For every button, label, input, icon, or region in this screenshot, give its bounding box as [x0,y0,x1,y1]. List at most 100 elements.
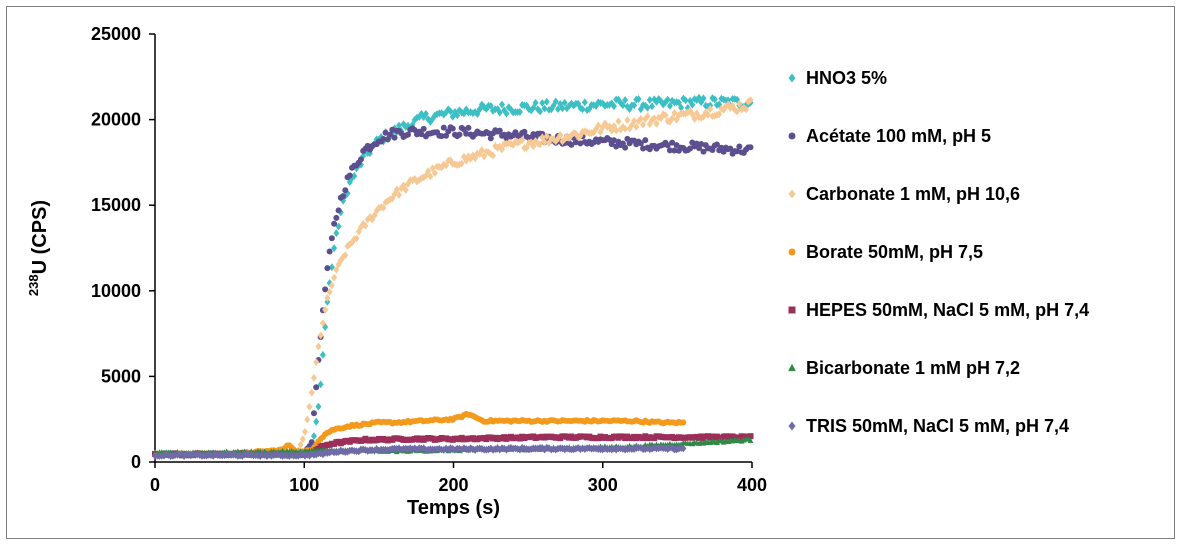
data-point [485,130,492,137]
series-2 [152,96,754,460]
data-point [673,142,680,149]
data-point [559,104,566,113]
data-point [487,101,494,110]
data-point [622,144,629,151]
legend-item: HEPES 50mM, NaCl 5 mM, pH 7,4 [788,300,1089,320]
data-point [319,350,326,359]
legend-marker [788,73,796,83]
data-point [561,98,568,107]
legend-marker [788,421,796,431]
data-point [640,145,647,152]
data-point [425,115,432,124]
data-point [449,112,456,121]
data-point [693,140,700,147]
data-point [593,124,600,133]
data-point [456,131,463,138]
data-point [713,141,720,148]
data-point [420,444,427,453]
data-point [427,172,434,181]
data-point [537,107,544,116]
data-point [707,105,714,113]
data-point [716,110,723,119]
data-point [657,114,664,122]
data-point [622,124,629,133]
data-point [532,98,539,107]
data-point [687,97,694,105]
data-point [288,450,295,459]
data-point [478,100,485,109]
data-point [693,109,700,118]
data-point [333,265,340,274]
plot-area: 0 100 200 300 400 0 5000 10000 15000 20000 25000 [91,24,767,495]
data-point [689,100,696,109]
data-point [709,146,716,153]
data-point [725,100,732,109]
data-point [568,99,575,108]
legend-marker [788,363,796,372]
data-point [404,180,411,188]
data-point [425,167,432,176]
data-point [313,417,320,426]
data-point [357,156,364,163]
data-point [631,117,638,125]
data-point [637,443,644,452]
data-point [266,450,273,459]
data-point [404,131,411,138]
y-tick-label: 10000 [91,281,141,301]
data-point [635,117,642,126]
data-point [315,402,322,411]
data-point [682,109,689,118]
y-tick-label: 0 [131,452,141,472]
data-point [581,98,588,107]
data-point [646,96,653,104]
y-tick-label: 20000 [91,110,141,130]
data-point [418,131,425,138]
data-point [619,101,626,110]
data-point [747,96,754,104]
data-point [458,159,465,168]
chart-frame [6,6,1175,539]
data-point [351,172,358,180]
data-point [675,98,682,107]
x-axis-title: Temps (s) [407,497,500,519]
data-point [666,147,673,154]
data-point [404,121,411,130]
data-point [447,107,454,116]
data-point [624,102,631,111]
legend-label: Bicarbonate 1 mM pH 7,2 [806,358,1020,378]
data-point [669,139,676,146]
data-point [465,152,472,161]
data-point [310,373,317,382]
data-point [331,220,338,227]
data-point [678,103,685,112]
data-point [490,151,497,160]
data-point [530,142,537,151]
data-point [718,104,725,113]
data-point [579,105,586,114]
data-point [720,105,727,114]
data-point [467,108,474,116]
x-tick-label: 200 [438,475,468,495]
data-point [438,109,445,117]
data-point [644,103,651,112]
data-point [593,102,600,110]
data-point [411,115,418,124]
data-point [664,142,671,149]
data-point [584,127,591,136]
data-point [653,119,660,128]
data-point [543,97,550,106]
data-point [601,119,608,128]
data-point [456,106,463,115]
data-point [521,128,528,135]
data-point [523,143,530,152]
data-point [328,263,335,272]
data-point [722,102,729,111]
data-point [427,117,434,126]
legend-label: Borate 50mM, pH 7,5 [806,242,983,262]
data-point [308,388,315,397]
data-point [523,101,530,110]
data-point [422,109,429,118]
legend-label: TRIS 50mM, NaCl 5 mM, pH 7,4 [806,416,1069,436]
y-tick-label: 25000 [91,24,141,44]
data-point [651,114,658,123]
